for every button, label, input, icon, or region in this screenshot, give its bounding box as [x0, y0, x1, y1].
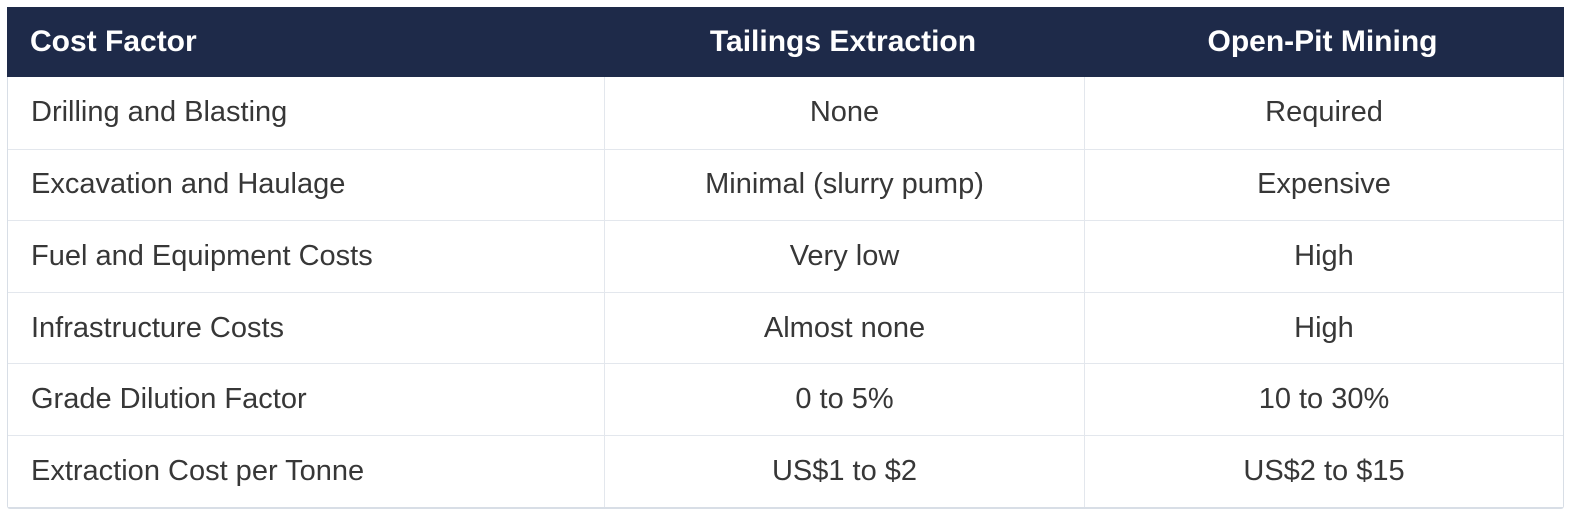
table-row-grade-dilution-factor: Grade Dilution Factor 0 to 5% 10 to 30% [8, 363, 1563, 435]
cell-openpit: High [1084, 292, 1563, 364]
cell-tailings: 0 to 5% [604, 364, 1084, 435]
cell-openpit: Expensive [1084, 149, 1563, 221]
cell-factor: Drilling and Blasting [31, 96, 288, 129]
table-row-extraction-cost-per-tonne: Extraction Cost per Tonne US$1 to $2 US$… [8, 434, 1563, 507]
cell-factor: Fuel and Equipment Costs [31, 239, 373, 272]
cell-tailings: None [604, 77, 1084, 149]
cell-tailings: Almost none [604, 292, 1084, 364]
cell-factor: Extraction Cost per Tonne [31, 454, 365, 487]
cell-tailings: Minimal (slurry pump) [604, 149, 1084, 221]
cost-comparison-table: Cost Factor Tailings Extraction Open-Pit… [7, 7, 1564, 509]
cell-factor: Excavation and Haulage [31, 168, 346, 201]
table-header-row: Cost Factor Tailings Extraction Open-Pit… [7, 7, 1564, 77]
cell-factor: Grade Dilution Factor [31, 383, 307, 416]
cell-openpit: Required [1084, 77, 1563, 149]
table-row-drilling-and-blasting: Drilling and Blasting None Required [8, 77, 1563, 149]
table-row-infrastructure-costs: Infrastructure Costs Almost none High [8, 291, 1563, 364]
cell-openpit: US$2 to $15 [1084, 435, 1563, 507]
cell-openpit: High [1084, 221, 1563, 292]
header-cell-cost-factor: Cost Factor [30, 25, 197, 58]
header-cell-tailings-extraction: Tailings Extraction [709, 25, 977, 58]
cell-tailings: US$1 to $2 [604, 435, 1084, 507]
cell-factor: Infrastructure Costs [31, 311, 285, 344]
table-row-fuel-and-equipment-costs: Fuel and Equipment Costs Very low High [8, 220, 1563, 292]
table-row-excavation-and-haulage: Excavation and Haulage Minimal (slurry p… [8, 148, 1563, 221]
header-cell-open-pit-mining: Open-Pit Mining [1207, 25, 1438, 58]
cell-openpit: 10 to 30% [1084, 364, 1563, 435]
cell-tailings: Very low [604, 221, 1084, 292]
